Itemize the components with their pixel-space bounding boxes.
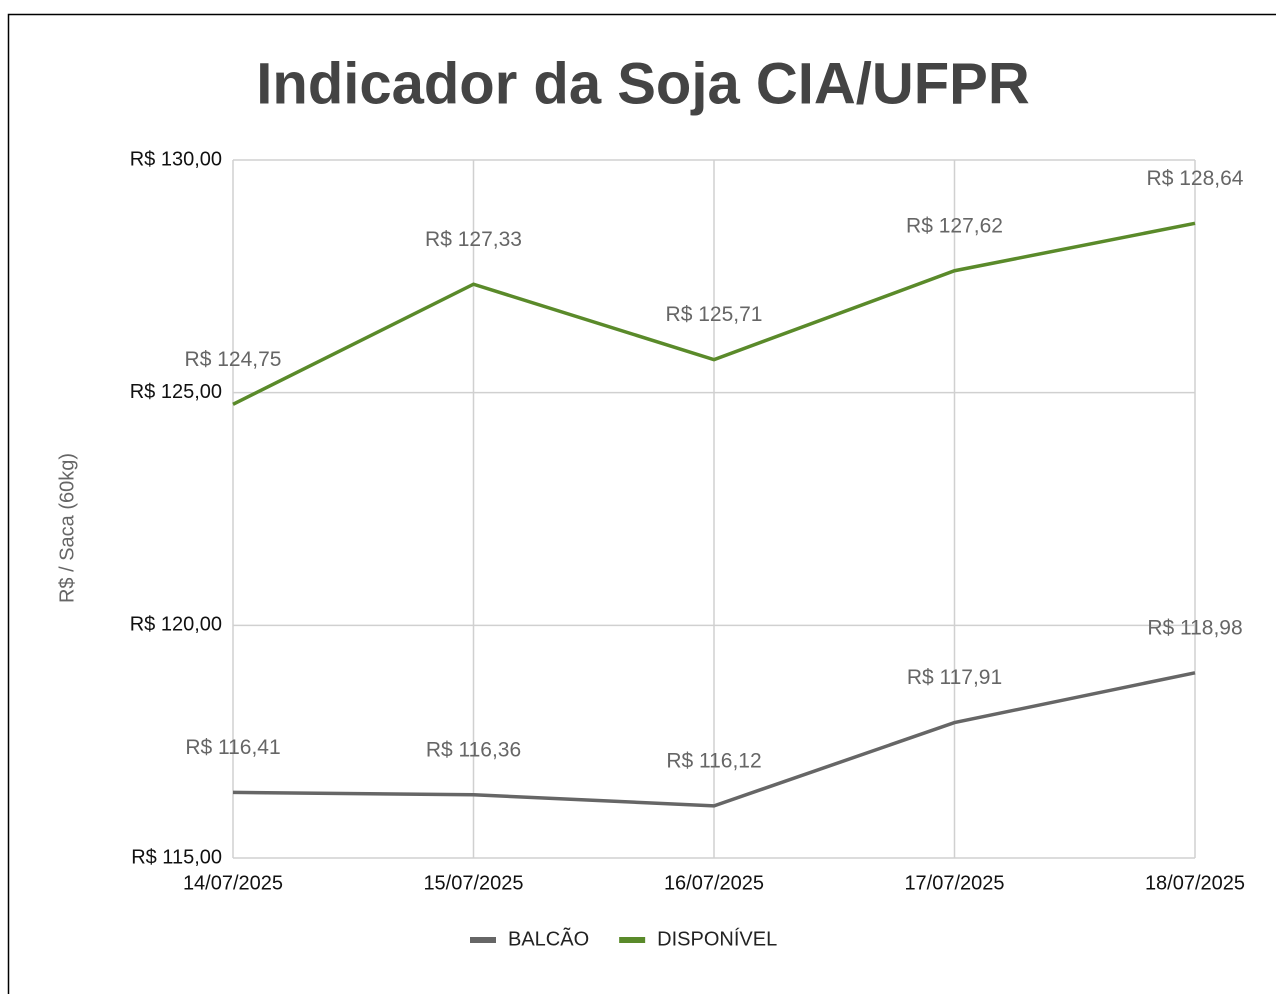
y-tick-label: R$ 125,00	[130, 381, 222, 403]
data-label: R$ 117,91	[907, 666, 1002, 689]
legend-label: BALCÃO	[508, 926, 589, 950]
data-label: R$ 116,12	[666, 749, 761, 772]
data-label: R$ 127,62	[906, 214, 1003, 237]
data-label: R$ 118,98	[1147, 616, 1242, 639]
data-label: R$ 116,36	[426, 738, 521, 761]
legend-label: DISPONÍVEL	[657, 927, 777, 950]
legend-swatch	[619, 937, 646, 943]
data-label: R$ 127,33	[425, 228, 522, 251]
x-tick-label: 16/07/2025	[664, 872, 764, 894]
x-tick-label: 14/07/2025	[183, 872, 283, 894]
frame	[7, 13, 1276, 994]
data-label: R$ 128,64	[1147, 167, 1244, 190]
legend-swatch	[470, 937, 496, 943]
x-tick-label: 15/07/2025	[423, 872, 523, 894]
chart-title: Indicador da Soja CIA/UFPR	[256, 51, 1029, 116]
data-label: R$ 116,41	[185, 736, 280, 759]
line	[232, 671, 1196, 808]
data-label: R$ 125,71	[666, 303, 763, 326]
line	[232, 221, 1196, 406]
x-tick-label: 17/07/2025	[904, 872, 1004, 894]
x-tick-label: 18/07/2025	[1145, 872, 1245, 894]
y-tick-label: R$ 115,00	[131, 846, 222, 868]
y-axis-label: R$ / Saca (60kg)	[56, 453, 78, 603]
y-tick-label: R$ 120,00	[130, 614, 222, 636]
y-tick-label: R$ 130,00	[130, 148, 222, 170]
data-label: R$ 124,75	[185, 348, 282, 371]
